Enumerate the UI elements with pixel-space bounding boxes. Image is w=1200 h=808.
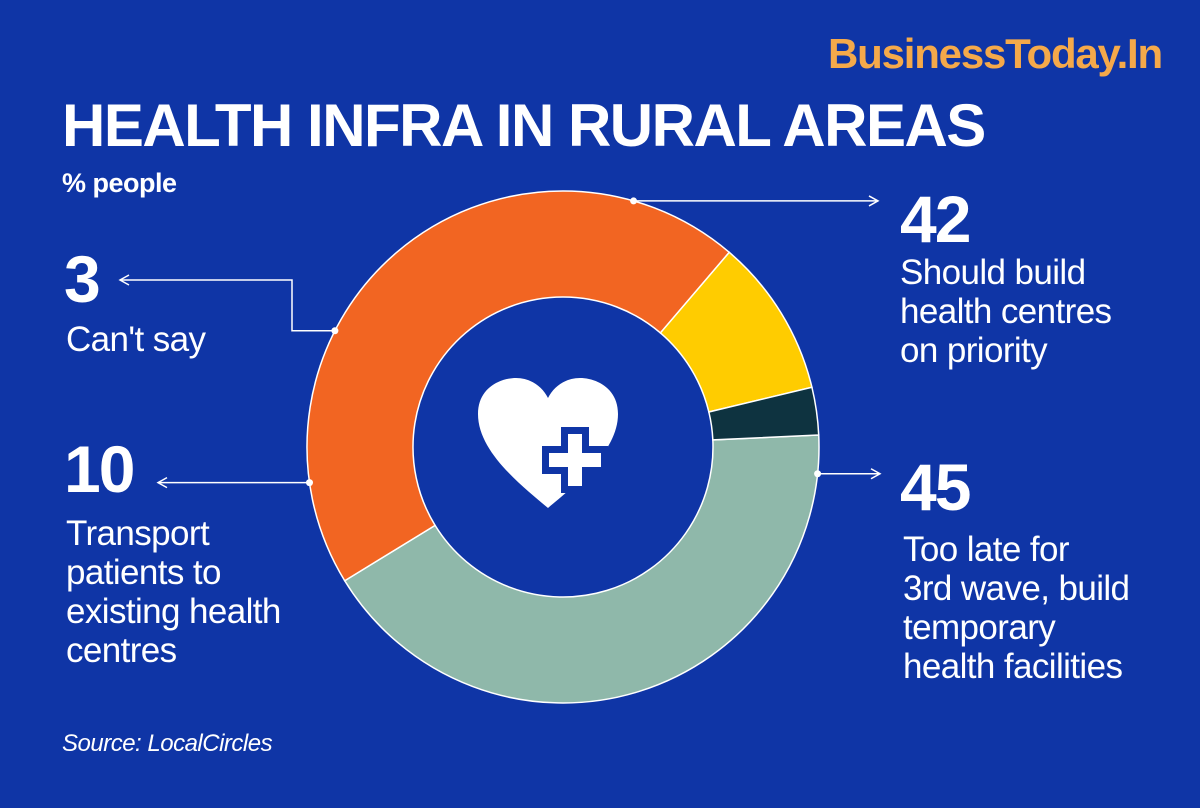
donut-slices xyxy=(306,190,820,704)
donut-slice xyxy=(707,386,820,441)
slice-label-line: health centres xyxy=(900,292,1112,331)
slice-label-line: temporary xyxy=(903,608,1056,647)
slice-value-label: 10 xyxy=(64,432,133,506)
leader-line xyxy=(120,279,335,332)
leader-arrowhead xyxy=(868,195,880,207)
slice-label-line: health facilities xyxy=(903,647,1122,686)
slice-label-line: existing health xyxy=(66,592,281,631)
slice-label-line: on priority xyxy=(900,331,1048,370)
slice-category-label: Can't say xyxy=(66,320,207,359)
medical-cross-shape xyxy=(549,434,601,486)
slice-label-line: Should build xyxy=(900,253,1085,292)
slice-category-label: Transport patients to existing health centr… xyxy=(66,514,281,670)
leader-arrowhead xyxy=(156,476,168,489)
chart-title: HEALTH INFRA IN RURAL AREAS xyxy=(62,92,986,159)
slice-label-line: Too late for xyxy=(903,530,1070,569)
heart-with-medical-cross-icon xyxy=(478,378,618,508)
slice-value-label: 42 xyxy=(900,182,970,256)
leader-arrowhead xyxy=(118,274,130,286)
slice-label-line: centres xyxy=(66,631,177,670)
leader-arrowhead xyxy=(870,468,882,480)
slice-value-label: 45 xyxy=(900,450,970,524)
brand-logo: BusinessToday.In xyxy=(828,30,1163,77)
slice-label-line: 3rd wave, build xyxy=(903,569,1129,608)
source-note: Source: LocalCircles xyxy=(62,730,273,757)
leader-lines xyxy=(118,195,882,489)
slice-label-line: Transport xyxy=(66,514,210,553)
slice-category-label: Should build health centres on priority xyxy=(900,253,1112,370)
chart-subtitle: % people xyxy=(62,168,177,198)
slice-category-label: Too late for 3rd wave, build temporary heal… xyxy=(903,530,1129,686)
donut-slice xyxy=(306,190,731,582)
donut-slice xyxy=(343,434,820,704)
slice-label-line: patients to xyxy=(66,553,221,592)
slice-label-line: Can't say xyxy=(66,320,207,359)
heart-shape xyxy=(478,378,618,508)
slice-value-label: 3 xyxy=(64,242,99,316)
